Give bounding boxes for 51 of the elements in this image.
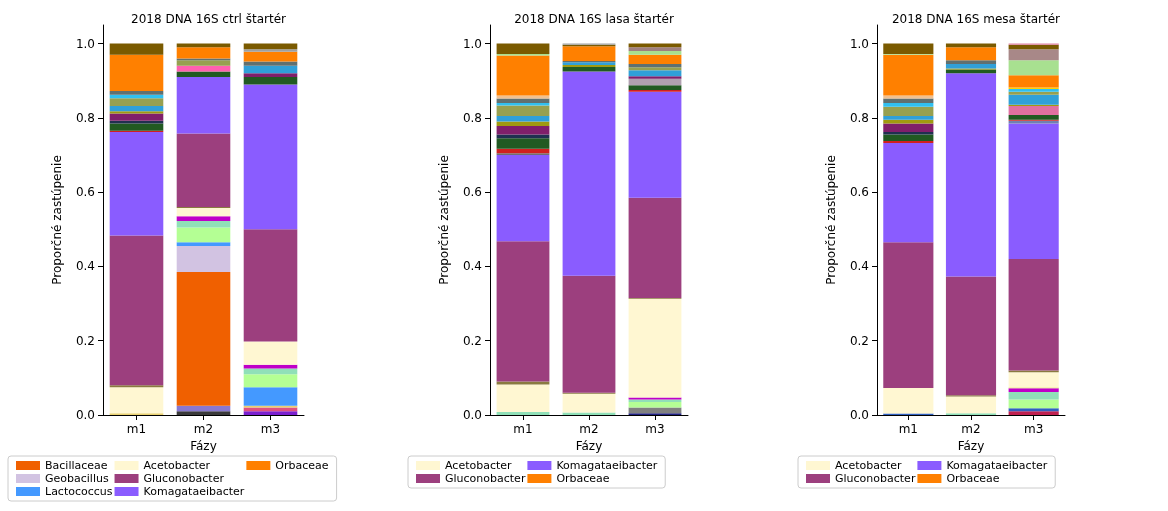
y-tick-label: 0.8 [75,110,95,125]
chart-title: 2018 DNA 16S mesa štartér [891,12,1061,26]
legend-label: Acetobacter [143,459,211,472]
x-tick-label: m1 [126,422,147,436]
x-axis-title: Fázy [575,438,603,453]
x-tick-label: m1 [513,422,533,436]
legend-label: Gluconobacter [445,472,526,485]
y-tick-label: 0.6 [75,185,95,200]
y-tick-label: 0.4 [849,259,869,274]
y-tick-label: 1.0 [849,36,869,51]
y-tick-label: 1.0 [75,36,95,51]
legend-label: Orbaceae [275,459,329,472]
chart-title: 2018 DNA 16S ctrl štartér [131,12,287,26]
legend-label: Acetobacter [835,459,903,472]
legend-label: Bacillaceae [45,459,108,472]
y-tick-label: 0.2 [75,333,95,348]
y-tick-label: 0.8 [849,110,869,125]
legend-label: Orbaceae [556,472,610,485]
y-tick-label: 1.0 [462,36,482,51]
y-axis-title: Proporčné zastúpenie [50,155,64,285]
x-tick-label: m3 [260,422,281,436]
y-tick-label: 0.0 [75,408,95,422]
y-tick-label: 0.0 [462,408,482,422]
legend-label: Geobacillus [45,472,109,485]
y-tick-label: 0.2 [849,333,869,348]
legend-label: Lactococcus [45,485,113,498]
x-tick-label: m3 [645,422,665,436]
legend-label: Komagataeibacter [143,485,245,498]
y-tick-label: 0.6 [849,185,869,200]
y-axis-title: Proporčné zastúpenie [437,155,451,285]
y-axis-title: Proporčné zastúpenie [824,155,838,285]
legend-label: Acetobacter [445,459,513,472]
legend-label: Orbaceae [946,472,1000,485]
legend-label: Gluconobacter [835,472,916,485]
x-axis-title: Fázy [957,438,985,453]
y-tick-label: 0.4 [75,259,95,274]
x-axis-title: Fázy [190,438,217,453]
legend-label: Komagataeibacter [556,459,658,472]
y-tick-label: 0.8 [462,110,482,125]
x-tick-label: m2 [193,422,214,436]
y-tick-label: 0.0 [849,408,869,422]
legend-label: Gluconobacter [143,472,225,485]
legend-label: Komagataeibacter [946,459,1048,472]
y-tick-label: 0.4 [462,259,482,274]
y-tick-label: 0.6 [462,185,482,200]
chart-title: 2018 DNA 16S lasa štartér [514,12,674,26]
x-tick-label: m2 [961,422,981,436]
x-tick-label: m1 [898,422,918,436]
x-tick-label: m2 [579,422,599,436]
y-tick-label: 0.2 [462,333,482,348]
x-tick-label: m3 [1024,422,1044,436]
